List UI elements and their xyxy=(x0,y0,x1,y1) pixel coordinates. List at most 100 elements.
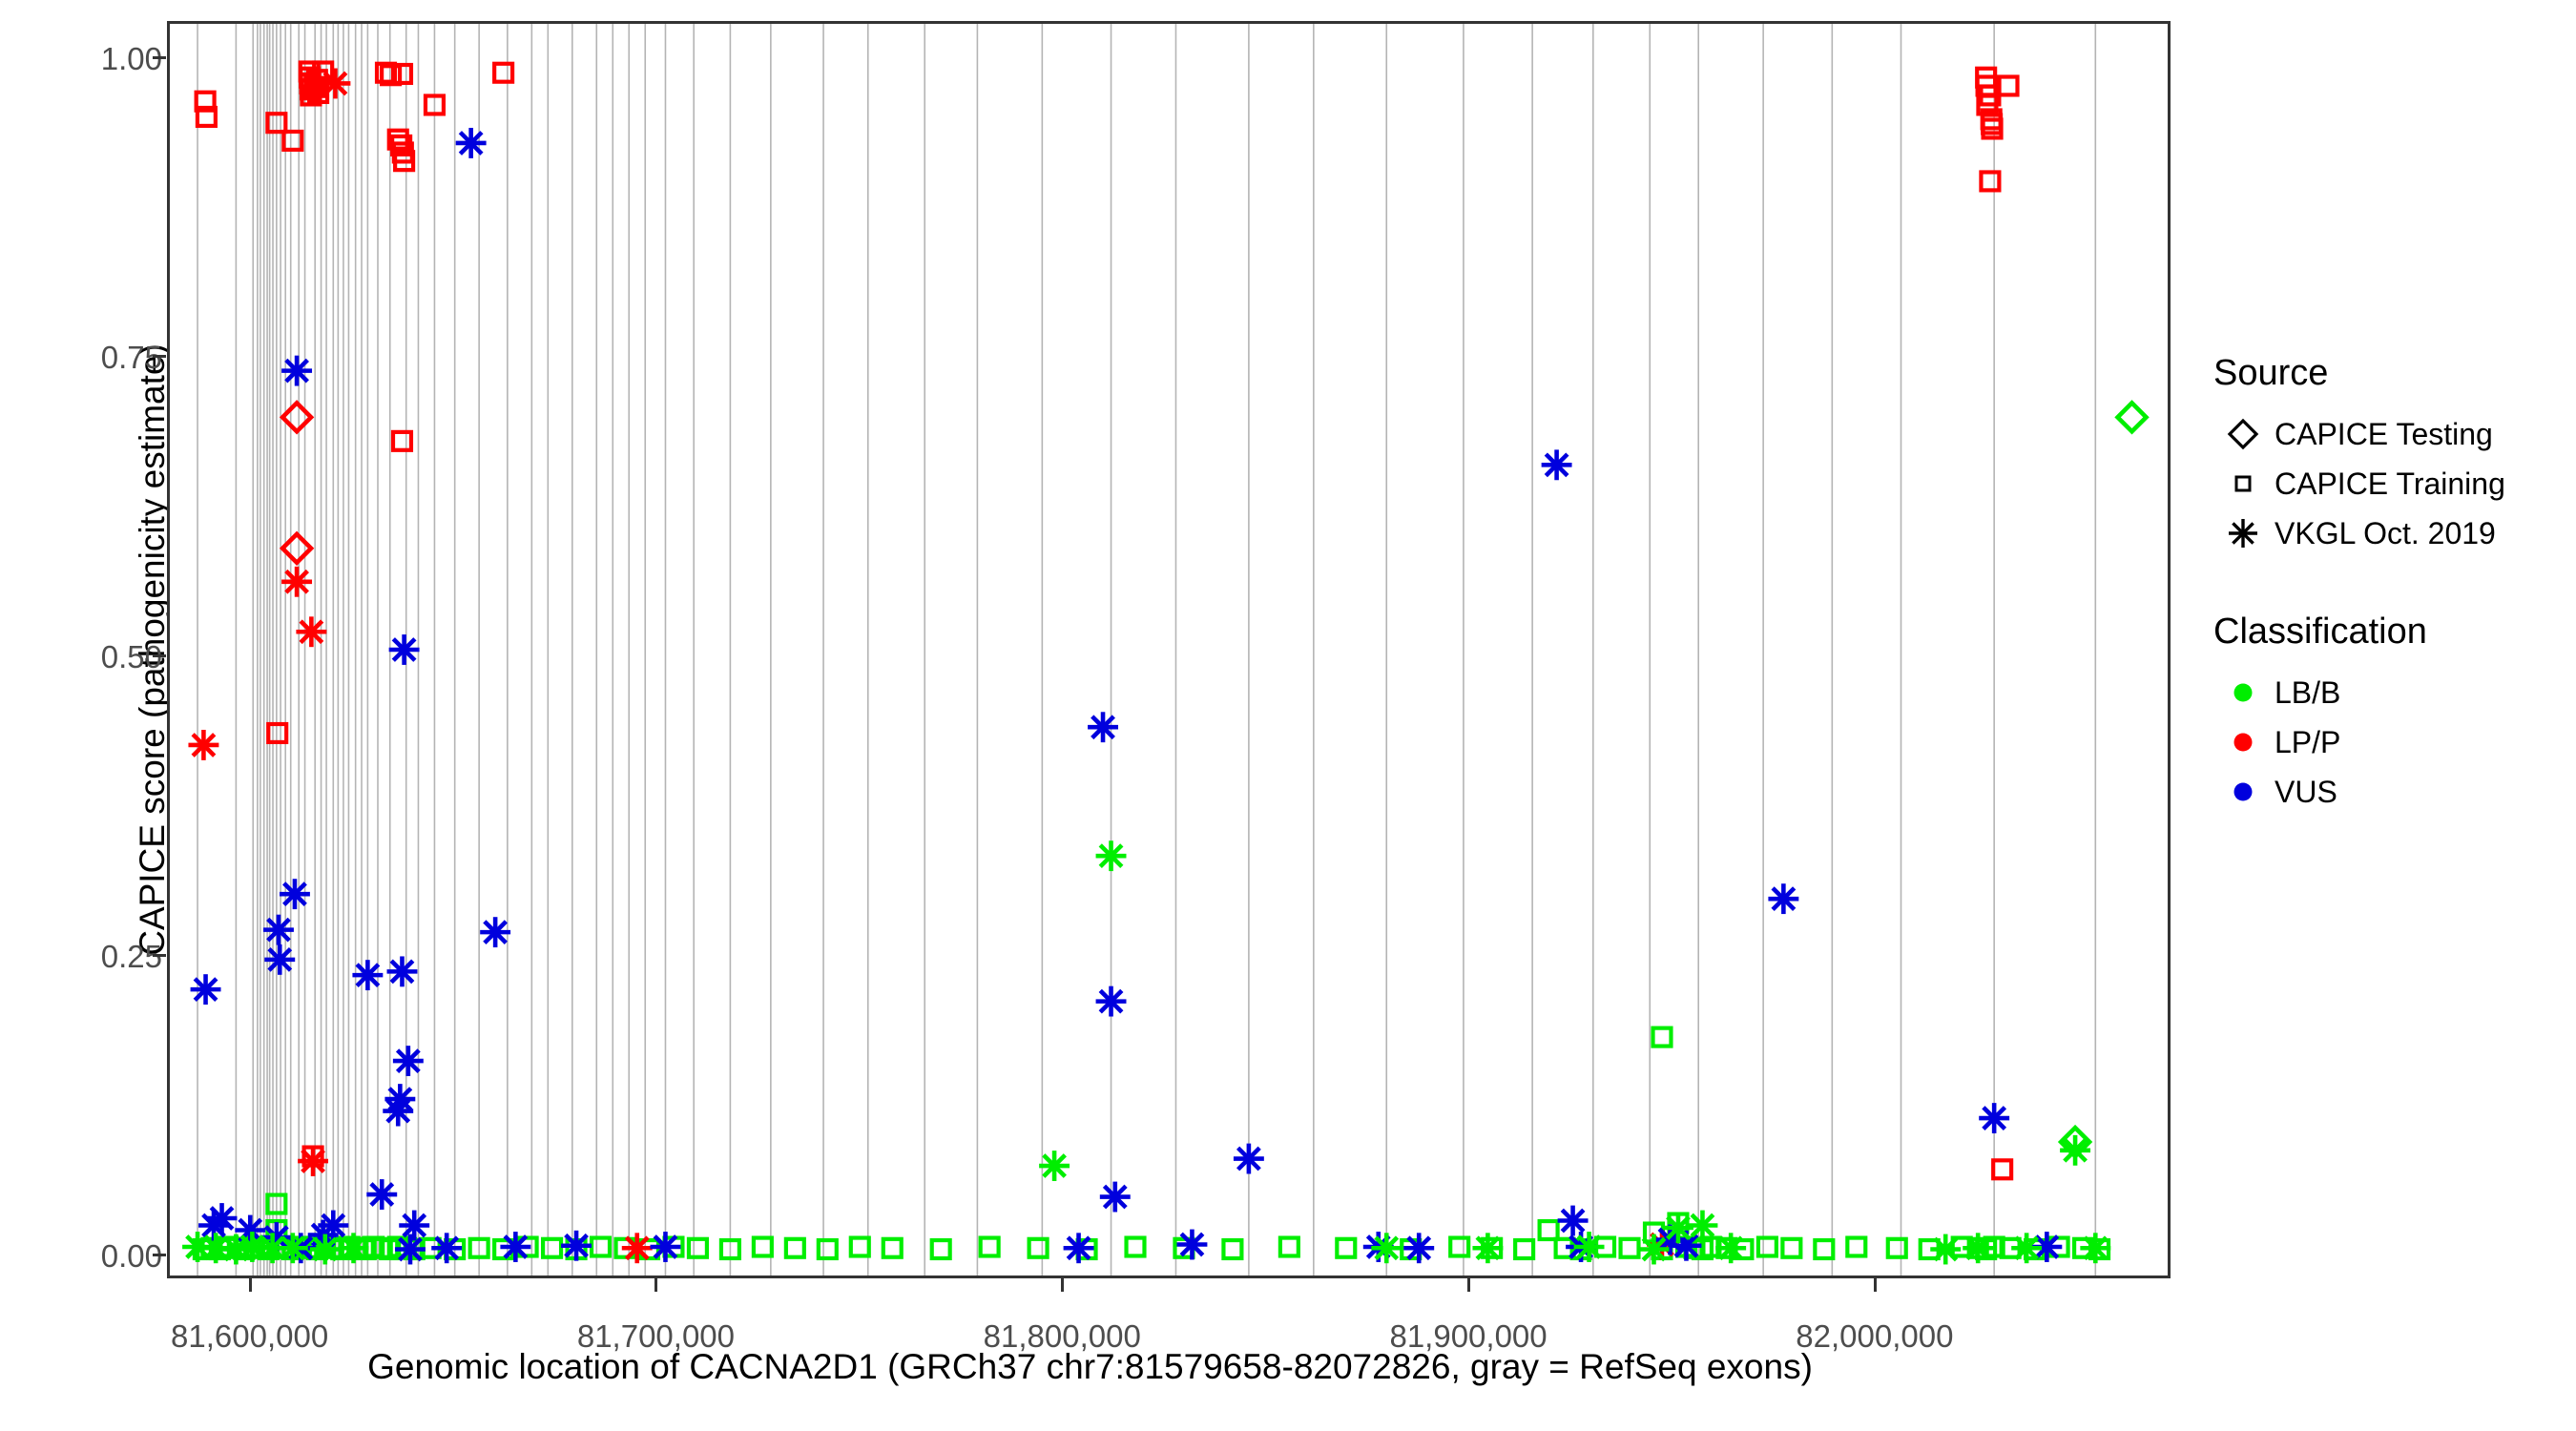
legend-item-classification[interactable]: LP/P xyxy=(2212,717,2565,767)
marker-square xyxy=(1651,1026,1673,1048)
marker-asterisk-ray xyxy=(483,920,509,945)
marker-asterisk-ray xyxy=(1544,452,1569,478)
marker-asterisk-ray xyxy=(284,569,309,594)
marker-asterisk-ray xyxy=(1102,1184,1128,1210)
marker-square xyxy=(195,105,218,129)
marker-asterisk-ray xyxy=(389,959,415,985)
marker-square xyxy=(393,150,416,173)
legend-key-circle-icon xyxy=(2233,733,2253,752)
marker-square xyxy=(1278,1235,1300,1258)
marker-asterisk-ray xyxy=(355,963,381,988)
marker-asterisk-ray xyxy=(1576,1234,1602,1259)
y-tick-mark xyxy=(153,654,166,658)
marker-asterisk-ray xyxy=(1098,988,1124,1014)
x-tick-mark xyxy=(1061,1278,1065,1292)
exon-gridlines xyxy=(197,24,2097,1275)
marker-asterisk-ray xyxy=(203,1235,229,1261)
marker-asterisk-ray xyxy=(280,1235,305,1261)
marker-square xyxy=(1618,1236,1641,1259)
marker-asterisk-ray xyxy=(1965,1235,1991,1261)
marker-asterisk-ray xyxy=(2063,1137,2088,1163)
y-tick-label: 0.50 xyxy=(100,639,162,675)
marker-asterisk-ray xyxy=(299,619,324,645)
x-tick-label: 81,600,000 xyxy=(171,1318,329,1354)
y-tick-label: 0.75 xyxy=(100,340,162,376)
x-tick-label: 81,900,000 xyxy=(1389,1318,1548,1354)
marker-diamond xyxy=(2114,400,2150,435)
marker-square xyxy=(816,1237,839,1261)
marker-asterisk-ray xyxy=(1673,1233,1699,1258)
marker-square xyxy=(1979,170,2002,193)
series-vus-vkgl-oct-2019 xyxy=(190,128,2063,1265)
legend-label: VUS xyxy=(2275,774,2337,809)
marker-diamond xyxy=(279,400,315,435)
series-lb-b-capice-training xyxy=(192,1026,2111,1261)
marker-asterisk-ray xyxy=(1933,1236,1959,1262)
legend-key-asterisk-icon xyxy=(2229,519,2257,548)
marker-square xyxy=(312,60,335,83)
legend-label: VKGL Oct. 2019 xyxy=(2275,515,2496,550)
legend-key xyxy=(2212,512,2275,554)
marker-square xyxy=(1448,1235,1471,1258)
marker-asterisk-ray xyxy=(458,131,484,156)
legend-item-source[interactable]: CAPICE Testing xyxy=(2212,409,2565,459)
x-tick-mark xyxy=(1467,1278,1471,1292)
y-tick-mark xyxy=(153,954,166,958)
marker-asterisk-ray xyxy=(1690,1213,1715,1238)
marker-asterisk-ray xyxy=(624,1235,650,1261)
marker-square xyxy=(492,61,515,84)
legend-key-diamond-icon xyxy=(2227,418,2259,450)
marker-asterisk-ray xyxy=(341,1235,366,1261)
marker-asterisk-ray xyxy=(1374,1235,1400,1261)
marker-asterisk-ray xyxy=(1236,1146,1261,1172)
marker-square xyxy=(1981,117,2004,140)
legend-item-source[interactable]: VKGL Oct. 2019 xyxy=(2212,508,2565,558)
marker-asterisk-ray xyxy=(321,1213,346,1238)
legend-title-source: Source xyxy=(2213,353,2329,393)
marker-square xyxy=(281,129,304,153)
marker-square xyxy=(423,93,447,116)
marker-square xyxy=(1221,1237,1244,1261)
marker-square xyxy=(848,1235,871,1258)
marker-asterisk-ray xyxy=(1641,1236,1667,1262)
marker-asterisk-ray xyxy=(266,917,291,943)
legend-item-classification[interactable]: LB/B xyxy=(2212,668,2565,717)
legend-item-classification[interactable]: VUS xyxy=(2212,767,2565,817)
x-tick-mark xyxy=(248,1278,252,1292)
marker-asterisk-ray xyxy=(398,1236,423,1262)
series-lp-p-vkgl-oct-2019 xyxy=(188,68,1677,1264)
marker-square xyxy=(390,62,414,86)
marker-square xyxy=(265,112,288,135)
y-tick-mark xyxy=(153,1253,166,1256)
marker-square xyxy=(1981,113,2004,135)
marker-square xyxy=(467,1236,490,1259)
x-tick-label: 82,000,000 xyxy=(1796,1318,1954,1354)
marker-asterisk-ray xyxy=(260,1235,285,1261)
y-tick-label: 1.00 xyxy=(100,40,162,76)
marker-asterisk-ray xyxy=(1666,1215,1691,1240)
marker-square xyxy=(1027,1236,1049,1259)
x-tick-mark xyxy=(1873,1278,1877,1292)
legend-key-square-icon xyxy=(2234,475,2252,492)
legend-label: CAPICE Training xyxy=(2275,466,2505,501)
marker-asterisk-ray xyxy=(267,946,293,972)
marker-asterisk-ray xyxy=(301,1149,325,1173)
marker-asterisk-ray xyxy=(391,637,417,662)
y-tick-label: 0.00 xyxy=(100,1237,162,1274)
y-tick-label: 0.25 xyxy=(100,939,162,975)
scatter-plot-canvas xyxy=(182,24,2150,1275)
marker-asterisk-ray xyxy=(1091,715,1115,740)
marker-square xyxy=(1813,1237,1836,1261)
marker-asterisk-ray xyxy=(564,1233,589,1258)
marker-square xyxy=(718,1237,741,1261)
legend-key-circle-icon xyxy=(2233,683,2253,702)
legend-label: LB/B xyxy=(2275,674,2341,710)
legend-item-source[interactable]: CAPICE Training xyxy=(2212,459,2565,508)
series-lb-b-capice-testing xyxy=(2057,400,2150,1160)
marker-asterisk-ray xyxy=(239,1234,265,1259)
marker-asterisk-ray xyxy=(2014,1235,2040,1261)
marker-diamond xyxy=(279,530,315,566)
marker-asterisk-ray xyxy=(1066,1235,1091,1261)
marker-square xyxy=(881,1236,904,1259)
